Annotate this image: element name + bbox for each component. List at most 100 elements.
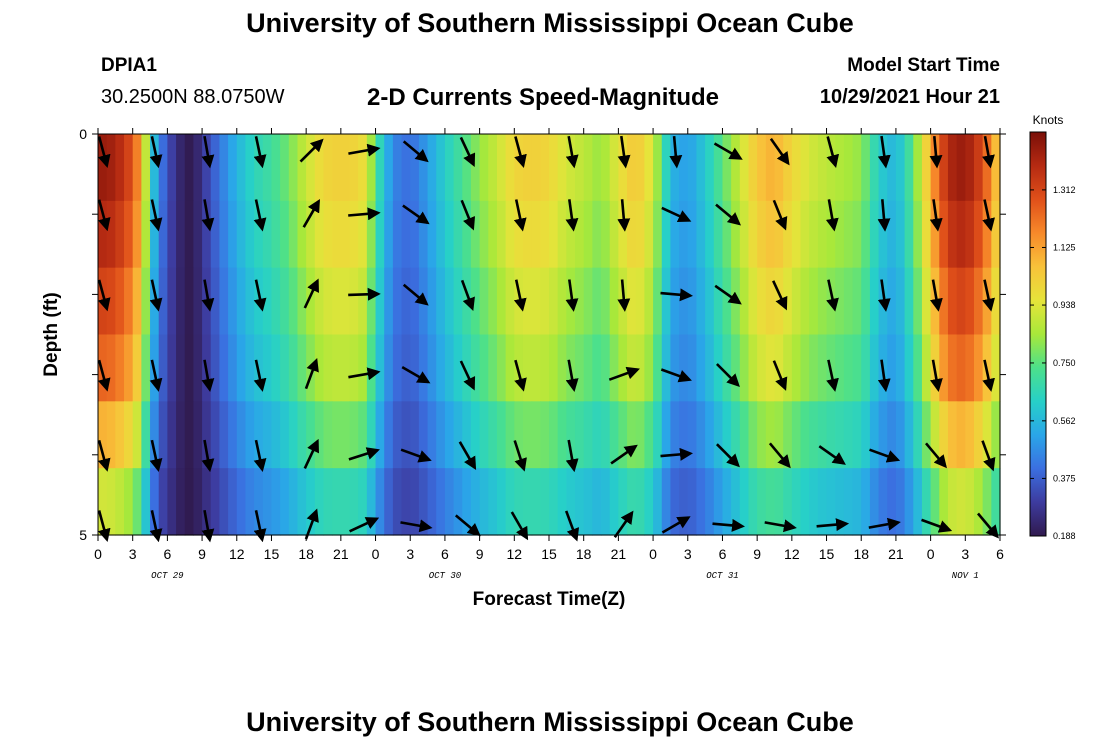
heatmap-cell bbox=[956, 200, 966, 269]
heatmap-cell bbox=[817, 134, 828, 202]
colorbar: 1.312 1.125 0.938 0.750 0.562 0.375 0.188 bbox=[1029, 131, 1076, 541]
heatmap-cell bbox=[150, 401, 160, 469]
heatmap-cell bbox=[288, 468, 299, 536]
heatmap-cell bbox=[965, 200, 975, 269]
heatmap-cell bbox=[973, 200, 984, 269]
heatmap-cell bbox=[921, 134, 932, 202]
heatmap-cell bbox=[991, 334, 1001, 402]
heatmap-cell bbox=[418, 200, 429, 269]
heatmap-cell bbox=[774, 468, 784, 536]
heatmap-cell bbox=[653, 334, 663, 402]
heatmap-cell bbox=[323, 334, 333, 402]
heatmap-cell bbox=[401, 401, 411, 469]
heatmap-cell bbox=[236, 401, 247, 469]
heatmap-cell bbox=[627, 401, 637, 469]
heatmap-cell bbox=[488, 334, 498, 402]
heatmap-cell bbox=[583, 468, 593, 536]
current-arrow bbox=[510, 511, 529, 541]
heatmap-cell bbox=[748, 134, 758, 202]
heatmap-cell bbox=[800, 267, 810, 336]
heatmap-cell bbox=[470, 200, 481, 269]
heatmap-cell bbox=[557, 401, 567, 469]
heatmap-cell bbox=[254, 401, 264, 469]
heatmap-cell bbox=[887, 200, 897, 269]
heatmap-cell bbox=[332, 401, 342, 469]
current-arrow bbox=[460, 279, 475, 311]
heatmap-cell bbox=[618, 334, 628, 402]
heatmap-cell bbox=[366, 200, 377, 269]
heatmap-cell bbox=[904, 200, 914, 269]
current-arrow bbox=[925, 442, 947, 469]
heatmap-cell bbox=[245, 334, 255, 402]
heatmap-cell bbox=[878, 401, 888, 469]
heatmap-cell bbox=[982, 267, 992, 336]
heatmap-cell bbox=[453, 468, 463, 536]
heatmap-cell bbox=[314, 468, 325, 536]
heatmap-cell bbox=[618, 468, 628, 536]
current-arrow bbox=[302, 198, 320, 228]
heatmap-cell bbox=[410, 468, 420, 536]
heatmap-cell bbox=[921, 200, 932, 269]
heatmap-cell bbox=[522, 267, 533, 336]
heatmap-cell bbox=[765, 200, 776, 269]
current-arrow bbox=[868, 517, 901, 531]
heatmap-cell bbox=[297, 468, 307, 536]
heatmap-cell bbox=[965, 334, 975, 402]
heatmap-cell bbox=[332, 134, 342, 202]
heatmap-cell bbox=[939, 468, 949, 536]
current-arrow bbox=[400, 448, 432, 463]
heatmap-cell bbox=[522, 401, 533, 469]
heatmap-cell bbox=[141, 134, 151, 202]
heatmap-cell bbox=[635, 468, 645, 536]
heatmap-cell bbox=[384, 134, 394, 202]
current-arrow bbox=[715, 363, 740, 388]
day-label: OCT 29 bbox=[151, 571, 184, 581]
heatmap-cell bbox=[973, 334, 984, 402]
heatmap-cell bbox=[817, 200, 828, 269]
heatmap-cell bbox=[696, 468, 706, 536]
heatmap-cell bbox=[705, 468, 715, 536]
current-arrow bbox=[713, 142, 743, 160]
heatmap-cell bbox=[219, 200, 229, 269]
heatmap-cell bbox=[470, 267, 481, 336]
heatmap-cell bbox=[635, 401, 645, 469]
heatmap-cell bbox=[705, 334, 715, 402]
heatmap-cell bbox=[549, 401, 559, 469]
heatmap-cell bbox=[843, 134, 854, 202]
heatmap-cell bbox=[358, 267, 368, 336]
heatmap-cell bbox=[349, 200, 359, 269]
heatmap-cell bbox=[635, 134, 645, 202]
heatmap-cell bbox=[635, 334, 645, 402]
current-arrow bbox=[149, 199, 163, 232]
heatmap-cell bbox=[470, 134, 481, 202]
heatmap-cell bbox=[366, 334, 377, 402]
heatmap-cell bbox=[765, 401, 776, 469]
heatmap-cell bbox=[869, 334, 880, 402]
heatmap-cell bbox=[392, 468, 403, 536]
heatmap-cell bbox=[757, 267, 767, 336]
heatmap-cell bbox=[835, 468, 845, 536]
heatmap-cell bbox=[791, 401, 802, 469]
heatmap-cell bbox=[705, 200, 715, 269]
current-arrow bbox=[608, 366, 640, 381]
heatmap-cell bbox=[228, 401, 238, 469]
heatmap-cell bbox=[869, 401, 880, 469]
heatmap-cell bbox=[210, 468, 221, 536]
current-arrow bbox=[982, 279, 995, 312]
heatmap-cell bbox=[670, 334, 680, 402]
heatmap-cell bbox=[141, 267, 151, 336]
heatmap-cell bbox=[687, 401, 698, 469]
x-tick-label: 6 bbox=[719, 546, 727, 562]
heatmap-cell bbox=[236, 134, 247, 202]
heatmap-cell bbox=[254, 468, 264, 536]
heatmap-cell bbox=[375, 334, 385, 402]
heatmap-cell bbox=[314, 401, 325, 469]
x-tick-label: 3 bbox=[684, 546, 692, 562]
heatmap-cell bbox=[687, 468, 698, 536]
x-tick-label: 15 bbox=[264, 546, 280, 562]
heatmap-cell bbox=[748, 334, 758, 402]
heatmap-cell bbox=[496, 401, 507, 469]
heatmap-cell bbox=[245, 401, 255, 469]
heatmap-cell bbox=[115, 200, 125, 269]
heatmap-cell bbox=[696, 334, 706, 402]
